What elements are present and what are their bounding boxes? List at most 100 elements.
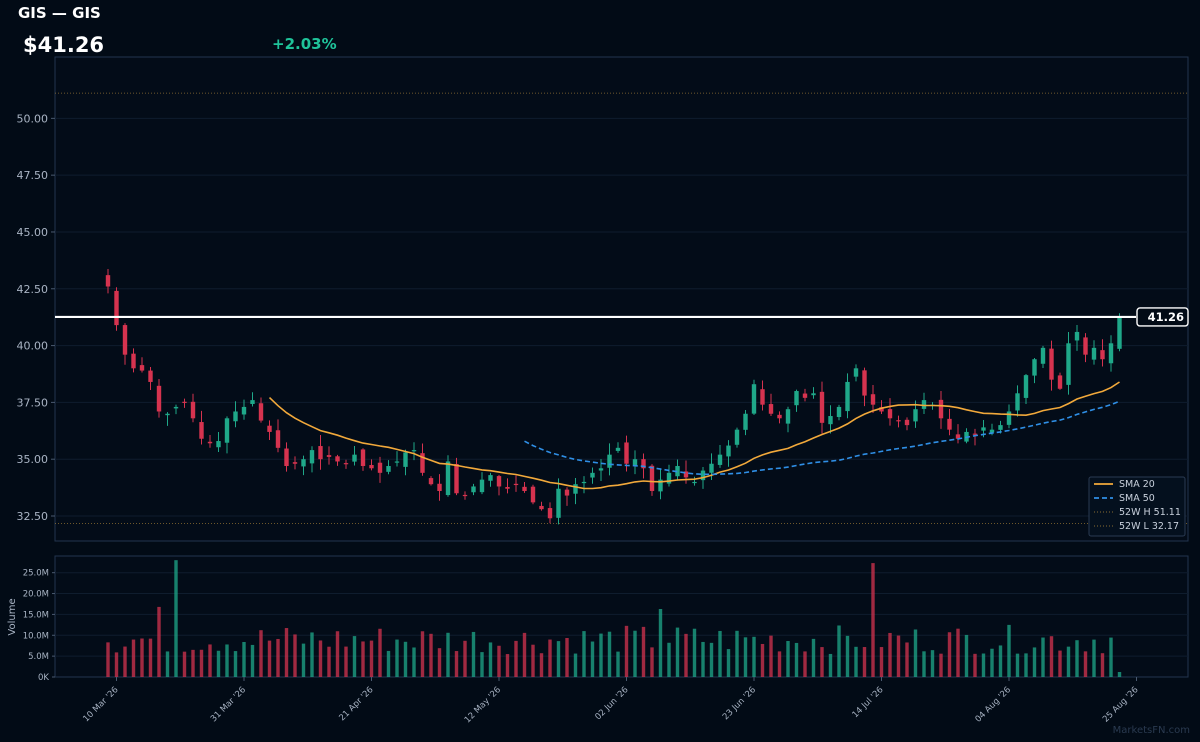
volume-bar	[777, 651, 782, 677]
volume-bar	[429, 633, 433, 677]
price-tick-label: 42.50	[17, 283, 49, 296]
candle-body	[224, 418, 230, 443]
price-change: +2.03%	[272, 35, 337, 53]
candle-body	[539, 505, 544, 510]
volume-bar	[327, 646, 331, 677]
candle-body	[131, 353, 136, 369]
volume-bar	[794, 642, 799, 677]
volume-bar	[1024, 653, 1028, 677]
volume-bar	[752, 636, 756, 677]
candle-body	[199, 422, 204, 439]
candle-body	[165, 413, 170, 416]
date-tick-label: 14 Jul '26	[851, 685, 886, 720]
volume-bar	[463, 640, 467, 677]
volume-bar	[743, 637, 748, 677]
volume-bar	[182, 651, 187, 677]
volume-bar	[250, 644, 255, 677]
volume-bar	[888, 632, 892, 677]
candle-body	[734, 429, 740, 445]
chart-title: GIS — GIS	[18, 4, 101, 22]
volume-bar	[216, 650, 221, 677]
volume-bar	[786, 640, 790, 677]
candle-body	[360, 449, 366, 467]
candle-body	[751, 384, 757, 414]
volume-bar	[157, 606, 161, 677]
volume-bar	[437, 648, 442, 677]
date-tick-label: 12 May '26	[463, 685, 503, 725]
candle-body	[1049, 348, 1054, 380]
candle-body	[496, 476, 502, 487]
volume-bar	[641, 626, 646, 677]
candle-body	[921, 400, 927, 409]
volume-bar	[896, 635, 901, 677]
candle-body	[454, 463, 459, 494]
volume-bar	[497, 645, 501, 677]
volume-bar	[650, 647, 654, 677]
candle-body	[505, 487, 510, 489]
candle-body	[241, 406, 247, 415]
candle-body	[139, 365, 145, 371]
volume-bar	[446, 632, 450, 677]
volume-bar	[225, 644, 229, 677]
price-tick-label: 32.50	[17, 510, 49, 523]
volume-bar	[854, 646, 858, 677]
candle-body	[258, 403, 264, 421]
volume-bar	[956, 628, 960, 677]
candle-body	[105, 275, 111, 287]
volume-bar	[310, 632, 314, 677]
volume-bar	[174, 560, 178, 677]
volume-bar	[531, 644, 535, 677]
volume-bar	[165, 651, 170, 677]
date-tick-label: 21 Apr '26	[337, 685, 375, 723]
candle-body	[590, 472, 595, 478]
candle-body	[598, 468, 604, 471]
candle-body	[998, 425, 1003, 430]
candle-body	[1108, 343, 1114, 364]
volume-bar	[344, 646, 348, 677]
price-panel	[54, 56, 1189, 542]
volume-bar	[905, 642, 909, 677]
candle-body	[207, 441, 213, 444]
candle-body	[479, 479, 485, 493]
candle-body	[726, 445, 731, 457]
candle-body	[658, 479, 663, 492]
volume-tick-label: 20.0M	[23, 590, 49, 600]
volume-bar	[599, 633, 603, 677]
last-price-line: 41.26	[55, 307, 1189, 327]
candle-body	[1066, 343, 1071, 385]
last-price-tag	[1136, 307, 1189, 327]
volume-bar	[735, 630, 739, 677]
volume-bar	[718, 630, 722, 677]
volume-bar	[233, 651, 238, 677]
candle-body	[641, 459, 646, 469]
candle-body	[420, 453, 425, 473]
volume-axis-label: Volume	[7, 598, 18, 635]
price-tick-label: 45.00	[17, 226, 49, 239]
candle-body	[1057, 375, 1063, 389]
volume-bar	[1049, 636, 1054, 677]
candle-body	[819, 391, 825, 423]
candle-body	[326, 455, 332, 457]
volume-bar	[760, 643, 765, 677]
volume-bar	[548, 639, 552, 677]
volume-bar	[616, 651, 620, 677]
volume-bar	[692, 628, 697, 677]
volume-bar	[726, 649, 731, 677]
candle-body	[564, 489, 570, 496]
candle-body	[1117, 316, 1122, 349]
candle-body	[1015, 393, 1020, 411]
volume-bar	[267, 640, 272, 677]
volume-bar	[123, 646, 127, 677]
candle-body	[284, 448, 289, 467]
legend-52w-high: 52W H 51.11	[1119, 507, 1181, 518]
volume-bar	[505, 654, 510, 677]
volume-bar	[573, 653, 578, 677]
candle-body	[428, 478, 434, 485]
candle-body	[743, 413, 748, 430]
volume-bar	[191, 649, 195, 677]
candle-body	[981, 427, 986, 431]
candle-body	[309, 450, 315, 464]
candle-body	[1100, 350, 1105, 360]
last-price-label: 41.26	[1148, 310, 1184, 324]
